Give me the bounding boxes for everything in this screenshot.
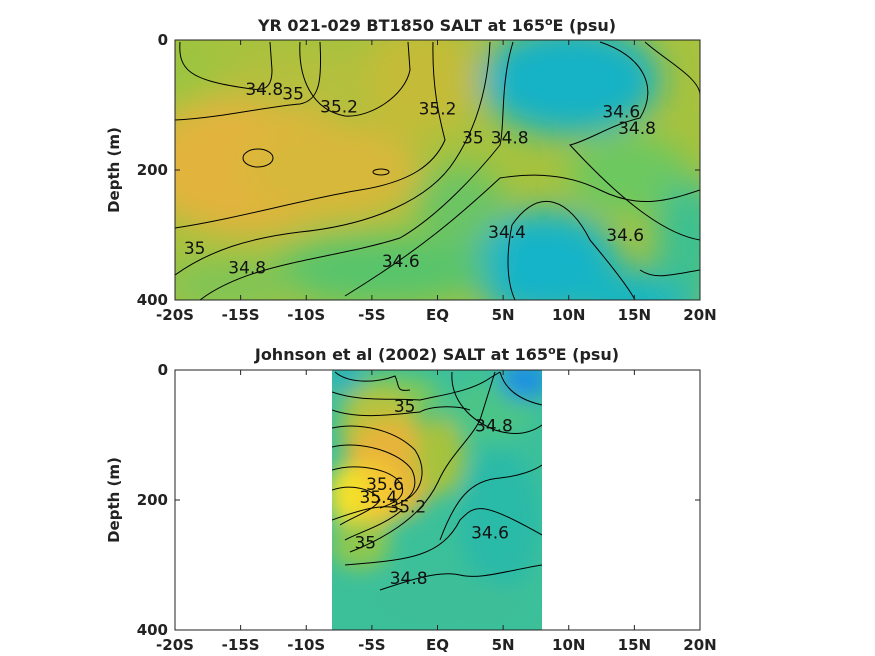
x-tick-label: 20N <box>683 636 716 654</box>
contour-label: 35 <box>184 239 206 259</box>
y-tick-label: 200 <box>137 161 168 179</box>
x-tick-label: -15S <box>222 306 260 324</box>
x-tick-label: -15S <box>222 636 260 654</box>
top-chart-title: YR 021-029 BT1850 SALT at 165oE (psu) <box>257 15 616 36</box>
bottom-chart-title: Johnson et al (2002) SALT at 165oE (psu) <box>254 344 619 365</box>
x-tick-label: -10S <box>287 306 325 324</box>
top-chart: YR 021-029 BT1850 SALT at 165oE (psu) <box>105 15 717 325</box>
contour-label: 35 <box>282 84 304 104</box>
contour-label: 34.4 <box>488 223 526 243</box>
contour-label: 34.8 <box>618 119 656 139</box>
contour-label: 35.2 <box>320 97 358 117</box>
top-y-axis-label: Depth (m) <box>105 127 123 213</box>
x-tick-label: 20N <box>683 306 716 324</box>
bottom-contour-lines <box>332 371 542 591</box>
x-tick-label: 15N <box>618 636 651 654</box>
contour-label: 34.8 <box>390 569 428 589</box>
x-tick-label: -20S <box>156 306 194 324</box>
contour-label: 34.8 <box>475 416 513 436</box>
bottom-salinity-field <box>332 370 542 630</box>
contour-label: 35.2 <box>388 498 426 518</box>
x-tick-label: 5N <box>492 306 515 324</box>
contour-label: 34.6 <box>606 226 644 246</box>
x-tick-label: EQ <box>426 636 449 654</box>
top-y-axis: 0 200 400 <box>137 31 700 309</box>
contour-label: 35 <box>462 129 484 149</box>
bottom-y-axis: 0 200 400 <box>137 361 700 639</box>
bottom-y-axis-label: Depth (m) <box>105 457 123 543</box>
contour-label: 35.6 <box>366 475 404 495</box>
contour-label: 35 <box>354 533 376 553</box>
contour-label: 34.8 <box>245 80 283 100</box>
bottom-x-axis: -20S -15S -10S -5S EQ 5N 10N 15N 20N <box>156 370 717 654</box>
top-x-axis: -20S -15S -10S -5S EQ 5N 10N 15N 20N <box>156 40 717 324</box>
top-contour-lines <box>175 41 700 300</box>
contour-label: 34.6 <box>382 252 420 272</box>
x-tick-label: 10N <box>552 306 585 324</box>
contour-label: 35 <box>394 397 416 417</box>
y-tick-label: 400 <box>137 621 168 639</box>
contour-label: 35.2 <box>419 99 457 119</box>
top-salinity-field <box>175 40 700 300</box>
x-tick-label: -5S <box>358 306 385 324</box>
y-tick-label: 400 <box>137 291 168 309</box>
contour-label: 34.6 <box>471 524 509 544</box>
x-tick-label: -20S <box>156 636 194 654</box>
x-tick-label: 15N <box>618 306 651 324</box>
y-tick-label: 0 <box>158 31 168 49</box>
x-tick-label: 10N <box>552 636 585 654</box>
contour-label: 34.8 <box>228 259 266 279</box>
bottom-chart: Johnson et al (2002) SALT at 165oE (psu) <box>105 344 717 655</box>
x-tick-label: -5S <box>358 636 385 654</box>
y-tick-label: 0 <box>158 361 168 379</box>
contour-label: 34.8 <box>491 129 529 149</box>
contour-label: 34.6 <box>602 103 640 123</box>
contour-label: 35.4 <box>360 488 398 508</box>
x-tick-label: -10S <box>287 636 325 654</box>
bottom-contour-labels: 35 34.8 35.635.435.2 35 34.6 34.8 <box>354 397 512 589</box>
x-tick-label: EQ <box>426 306 449 324</box>
x-tick-label: 5N <box>492 636 515 654</box>
y-tick-label: 200 <box>137 491 168 509</box>
